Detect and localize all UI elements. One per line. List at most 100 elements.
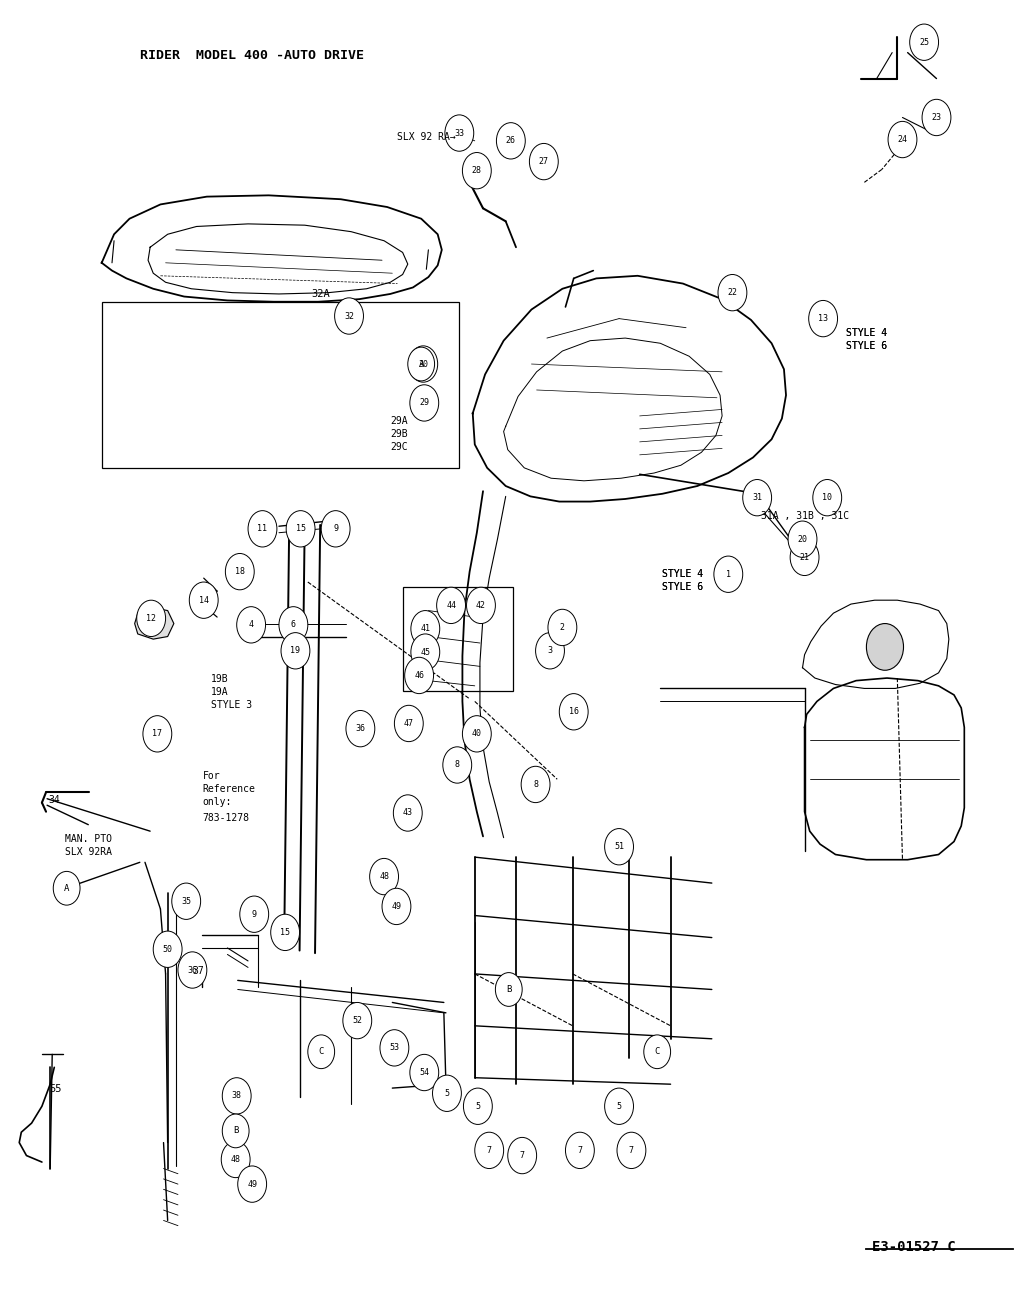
Text: STYLE 6: STYLE 6 <box>846 340 886 351</box>
Circle shape <box>809 300 838 336</box>
Circle shape <box>495 973 522 1007</box>
Circle shape <box>222 1078 251 1115</box>
Circle shape <box>343 1003 372 1039</box>
Circle shape <box>922 99 950 135</box>
Bar <box>402 587 513 691</box>
Text: 3: 3 <box>548 647 552 655</box>
Text: 5: 5 <box>445 1089 450 1098</box>
Circle shape <box>909 25 938 60</box>
Circle shape <box>605 1089 634 1125</box>
Text: For: For <box>202 772 220 782</box>
Text: 36: 36 <box>355 724 365 733</box>
Text: STYLE 4: STYLE 4 <box>846 327 886 338</box>
Text: only:: only: <box>202 798 232 808</box>
Text: 29A: 29A <box>390 416 408 426</box>
Circle shape <box>463 1089 492 1125</box>
Text: 10: 10 <box>823 494 832 503</box>
Text: 7: 7 <box>628 1146 634 1155</box>
Circle shape <box>536 633 565 669</box>
Text: STYLE 4: STYLE 4 <box>663 569 704 579</box>
Text: A: A <box>419 360 424 369</box>
Text: SLX 92RA: SLX 92RA <box>65 847 111 857</box>
Text: 41: 41 <box>420 625 430 633</box>
Text: 12: 12 <box>147 614 156 622</box>
Circle shape <box>411 634 440 670</box>
Circle shape <box>239 896 268 933</box>
Text: STYLE 4: STYLE 4 <box>846 327 886 338</box>
Text: 19B: 19B <box>211 674 228 685</box>
Circle shape <box>369 859 398 895</box>
Polygon shape <box>805 678 964 860</box>
Text: 15: 15 <box>280 927 290 937</box>
Text: 49: 49 <box>247 1179 257 1189</box>
Text: E3-01527 C: E3-01527 C <box>872 1241 956 1254</box>
Text: 783-1278: 783-1278 <box>202 813 250 824</box>
Circle shape <box>405 657 433 694</box>
Text: B: B <box>233 1126 238 1135</box>
Text: 46: 46 <box>414 672 424 679</box>
Text: STYLE 6: STYLE 6 <box>663 582 704 592</box>
Text: 52: 52 <box>352 1016 362 1025</box>
Text: SLX 92 RA→: SLX 92 RA→ <box>397 131 456 142</box>
Text: 47: 47 <box>404 718 414 727</box>
Circle shape <box>382 889 411 925</box>
Circle shape <box>566 1133 594 1169</box>
Circle shape <box>508 1138 537 1174</box>
Text: 50: 50 <box>163 944 172 953</box>
Text: 28: 28 <box>472 166 482 175</box>
Circle shape <box>462 152 491 188</box>
Circle shape <box>496 122 525 158</box>
Circle shape <box>813 479 842 516</box>
Circle shape <box>225 553 254 590</box>
Text: 25: 25 <box>920 38 929 47</box>
Text: 40: 40 <box>472 729 482 738</box>
Text: Reference: Reference <box>202 785 256 795</box>
Circle shape <box>321 511 350 547</box>
Text: 21: 21 <box>800 553 809 562</box>
Text: 32A: 32A <box>311 288 329 299</box>
Bar <box>102 301 459 468</box>
Text: 51: 51 <box>614 842 624 851</box>
Text: 30: 30 <box>418 360 428 369</box>
Text: 33: 33 <box>454 129 464 138</box>
Circle shape <box>644 1035 671 1069</box>
Text: 8: 8 <box>534 779 538 788</box>
Circle shape <box>221 1142 250 1178</box>
Circle shape <box>270 914 299 951</box>
Text: 14: 14 <box>199 596 208 605</box>
Circle shape <box>171 883 200 920</box>
Text: 55: 55 <box>50 1085 62 1094</box>
Circle shape <box>346 711 375 747</box>
Text: 42: 42 <box>476 601 486 611</box>
Circle shape <box>437 587 465 624</box>
Text: 7: 7 <box>577 1146 582 1155</box>
Text: 19: 19 <box>290 647 300 655</box>
Text: 5: 5 <box>476 1102 480 1111</box>
Circle shape <box>605 829 634 865</box>
Text: 18: 18 <box>235 568 245 577</box>
Circle shape <box>409 346 438 382</box>
Circle shape <box>462 716 491 752</box>
Polygon shape <box>134 608 173 639</box>
Text: 4: 4 <box>249 621 254 629</box>
Text: 13: 13 <box>818 314 828 323</box>
Text: 49: 49 <box>391 902 401 911</box>
Text: 2: 2 <box>560 624 565 631</box>
Text: 43: 43 <box>402 808 413 817</box>
Text: 22: 22 <box>728 288 738 297</box>
Circle shape <box>617 1133 646 1169</box>
Circle shape <box>237 1167 266 1203</box>
Circle shape <box>334 297 363 334</box>
Circle shape <box>521 766 550 803</box>
Text: 15: 15 <box>295 525 305 534</box>
Circle shape <box>889 121 916 157</box>
Text: 24: 24 <box>898 135 907 144</box>
Text: C: C <box>654 1047 659 1056</box>
Text: 5: 5 <box>616 1102 621 1111</box>
Circle shape <box>410 385 439 421</box>
Text: 27: 27 <box>539 157 549 166</box>
Text: B: B <box>506 985 512 994</box>
Text: STYLE 6: STYLE 6 <box>846 340 886 351</box>
Text: 48: 48 <box>231 1155 240 1164</box>
Circle shape <box>54 872 80 905</box>
